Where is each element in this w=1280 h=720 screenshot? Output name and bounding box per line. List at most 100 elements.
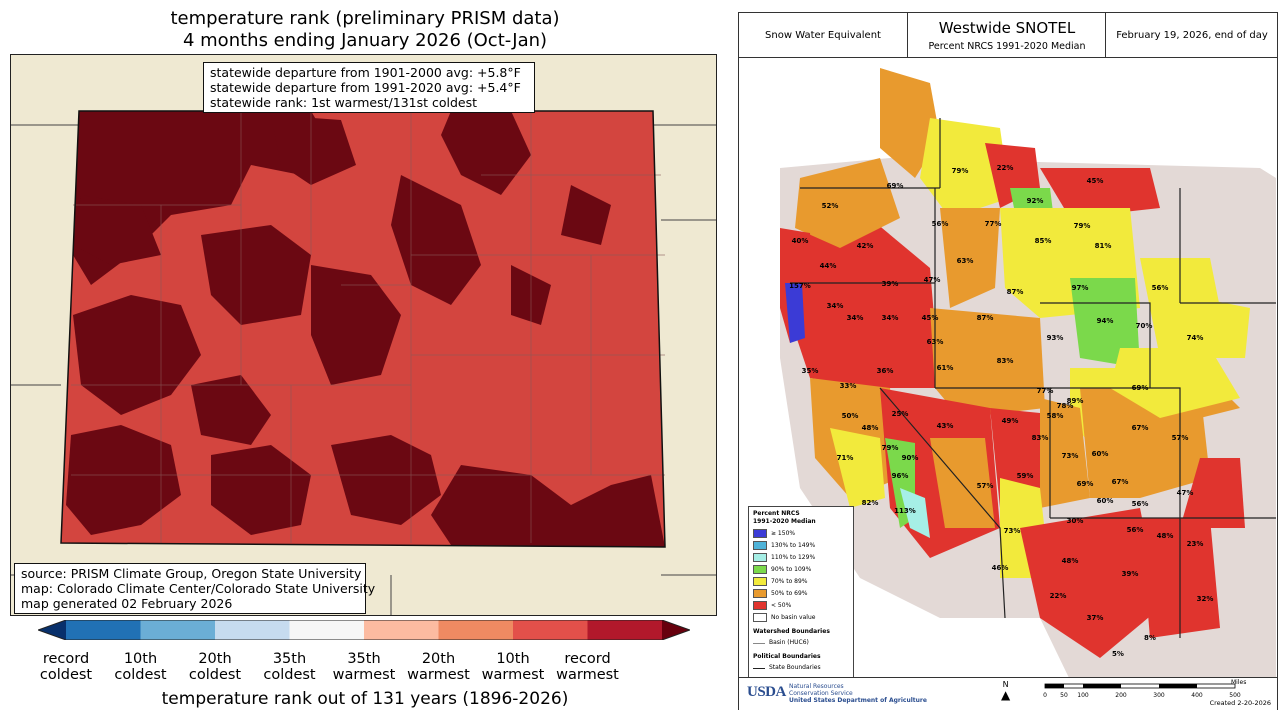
snotel-basins-graphic: 79% 22% 45% 69% 92% 52% 56% 77% 79% 85% 81% 40% 42% 6… <box>740 58 1276 680</box>
legend-swatch <box>753 529 767 538</box>
source-box: source: PRISM Climate Group, Oregon Stat… <box>14 563 375 614</box>
header-title: Westwide SNOTEL <box>938 18 1076 37</box>
basin-percent-label: 50% <box>842 412 859 420</box>
basin-percent-label: 33% <box>840 382 857 390</box>
legend-class-label: < 50% <box>771 601 792 609</box>
colorbar-cell <box>66 620 141 640</box>
basin-percent-label: 46% <box>992 564 1009 572</box>
basin-percent-label: 39% <box>1122 570 1139 578</box>
basin-percent-label: 34% <box>827 302 844 310</box>
legend-class-label: 130% to 149% <box>771 541 816 549</box>
legend-basin-row: Basin (HUC6) <box>753 639 849 647</box>
legend-swatch <box>753 553 767 562</box>
basin-percent-label: 22% <box>997 164 1014 172</box>
basin-percent-label: 34% <box>847 314 864 322</box>
basin-percent-label: 42% <box>857 242 874 250</box>
legend-class-label: 90% to 109% <box>771 565 812 573</box>
scale-tick-label: 200 <box>1115 692 1127 699</box>
basin-percent-label: 32% <box>1197 595 1214 603</box>
basin-percent-label: 87% <box>977 314 994 322</box>
created-date: Created 2-20-2026 <box>1209 699 1271 707</box>
basin-percent-label: 47% <box>1177 489 1194 497</box>
basin-percent-label: 93% <box>1047 334 1064 342</box>
basin-percent-label: 157% <box>789 282 811 290</box>
north-arrow: N ▲ <box>1001 680 1010 701</box>
header-title-cell: Westwide SNOTEL Percent NRCS 1991-2020 M… <box>907 13 1106 57</box>
basin-percent-label: 43% <box>937 422 954 430</box>
legend-state-row: State Boundaries <box>753 664 849 672</box>
basin-percent-label: 8% <box>1144 634 1156 642</box>
basin-percent-label: 48% <box>1157 532 1174 540</box>
basin-percent-label: 48% <box>862 424 879 432</box>
nrcs-line2: Conservation Service <box>789 690 853 697</box>
legend-swatch <box>753 601 767 610</box>
basin-percent-label: 73% <box>1062 452 1079 460</box>
basin-percent-label: 40% <box>792 237 809 245</box>
basin-percent-label: 71% <box>837 454 854 462</box>
basin-percent-label: 56% <box>932 220 949 228</box>
basin-percent-label: 49% <box>1002 417 1019 425</box>
legend-class-label: 50% to 69% <box>771 589 808 597</box>
legend-class-row: 110% to 129% <box>753 553 849 562</box>
basin-percent-label: 83% <box>997 357 1014 365</box>
basin-percent-label: 79% <box>952 167 969 175</box>
colorbar-cell <box>438 620 513 640</box>
header-date: February 19, 2026, end of day <box>1105 13 1278 57</box>
legend-basin-label: Basin (HUC6) <box>769 639 809 646</box>
basin-percent-label: 113% <box>894 507 916 515</box>
basin-percent-label: 60% <box>1092 450 1109 458</box>
basin-line-swatch <box>753 642 765 644</box>
basin-percent-label: 56% <box>1132 500 1149 508</box>
basin-percent-label: 25% <box>892 410 909 418</box>
colorbar-label: 35th warmest <box>332 651 396 683</box>
basin-percent-label: 56% <box>1152 284 1169 292</box>
basin-percent-label: 45% <box>922 314 939 322</box>
legend-class-row: No basin value <box>753 613 849 622</box>
basin-percent-label: 67% <box>1112 478 1129 486</box>
colorbar-cell <box>364 620 439 640</box>
legend-class-row: < 50% <box>753 601 849 610</box>
basin-percent-label: 77% <box>985 220 1002 228</box>
scale-tick-label: 100 <box>1077 692 1089 699</box>
basin-percent-label: 44% <box>820 262 837 270</box>
stats-line-2: statewide departure from 1991-2020 avg: … <box>210 80 521 95</box>
scale-tick-label: 50 <box>1060 692 1068 699</box>
legend-swatch <box>753 613 767 622</box>
source-line-1: source: PRISM Climate Group, Oregon Stat… <box>21 566 362 581</box>
colorbar-label: 20th coldest <box>188 651 242 683</box>
basin-percent-label: 34% <box>882 314 899 322</box>
legend-class-row: ≥ 150% <box>753 529 849 538</box>
colorbar-label: record coldest <box>39 651 93 683</box>
westwide-snotel-map: Snow Water Equivalent Westwide SNOTEL Pe… <box>738 12 1278 710</box>
colorbar-label: 20th warmest <box>407 651 470 683</box>
scale-tick-label: 300 <box>1153 692 1165 699</box>
basin-percent-label: 77% <box>1037 387 1054 395</box>
map-title-line1: temperature rank (preliminary PRISM data… <box>170 8 560 29</box>
colorado-map-frame <box>10 54 717 616</box>
legend-title-line2: 1991-2020 Median <box>753 518 816 525</box>
header-subtitle: Percent NRCS 1991-2020 Median <box>928 40 1086 52</box>
colorbar-label: record warmest <box>556 651 619 683</box>
colorbar-label: 35th coldest <box>263 651 316 683</box>
legend-swatch <box>753 541 767 550</box>
source-line-3: map generated 02 February 2026 <box>21 596 233 611</box>
basin-percent-label: 63% <box>957 257 974 265</box>
colorbar-labels: record coldest 10th coldest 20th coldest 35th c… <box>0 651 730 685</box>
basin-percent-label: 74% <box>1187 334 1204 342</box>
colorbar-cell <box>587 620 662 640</box>
basin-percent-label: 81% <box>1095 242 1112 250</box>
basin-percent-label: 78% <box>1057 402 1074 410</box>
colorbar-cell <box>140 620 215 640</box>
basin-percent-label: 94% <box>1097 317 1114 325</box>
basin-percent-label: 35% <box>802 367 819 375</box>
basin-percent-label: 39% <box>882 280 899 288</box>
colorbar-max-arrow <box>662 620 690 640</box>
map-title-line2: 4 months ending January 2026 (Oct-Jan) <box>182 30 548 51</box>
legend-class-row: 130% to 149% <box>753 541 849 550</box>
basin-percent-label: 69% <box>1077 480 1094 488</box>
legend-swatch <box>753 577 767 586</box>
colorbar-label: 10th warmest <box>481 651 545 683</box>
basin-percent-label: 52% <box>822 202 839 210</box>
basin-percent-label: 89% <box>1067 397 1084 405</box>
stats-line-3: statewide rank: 1st warmest/131st coldes… <box>210 95 478 110</box>
